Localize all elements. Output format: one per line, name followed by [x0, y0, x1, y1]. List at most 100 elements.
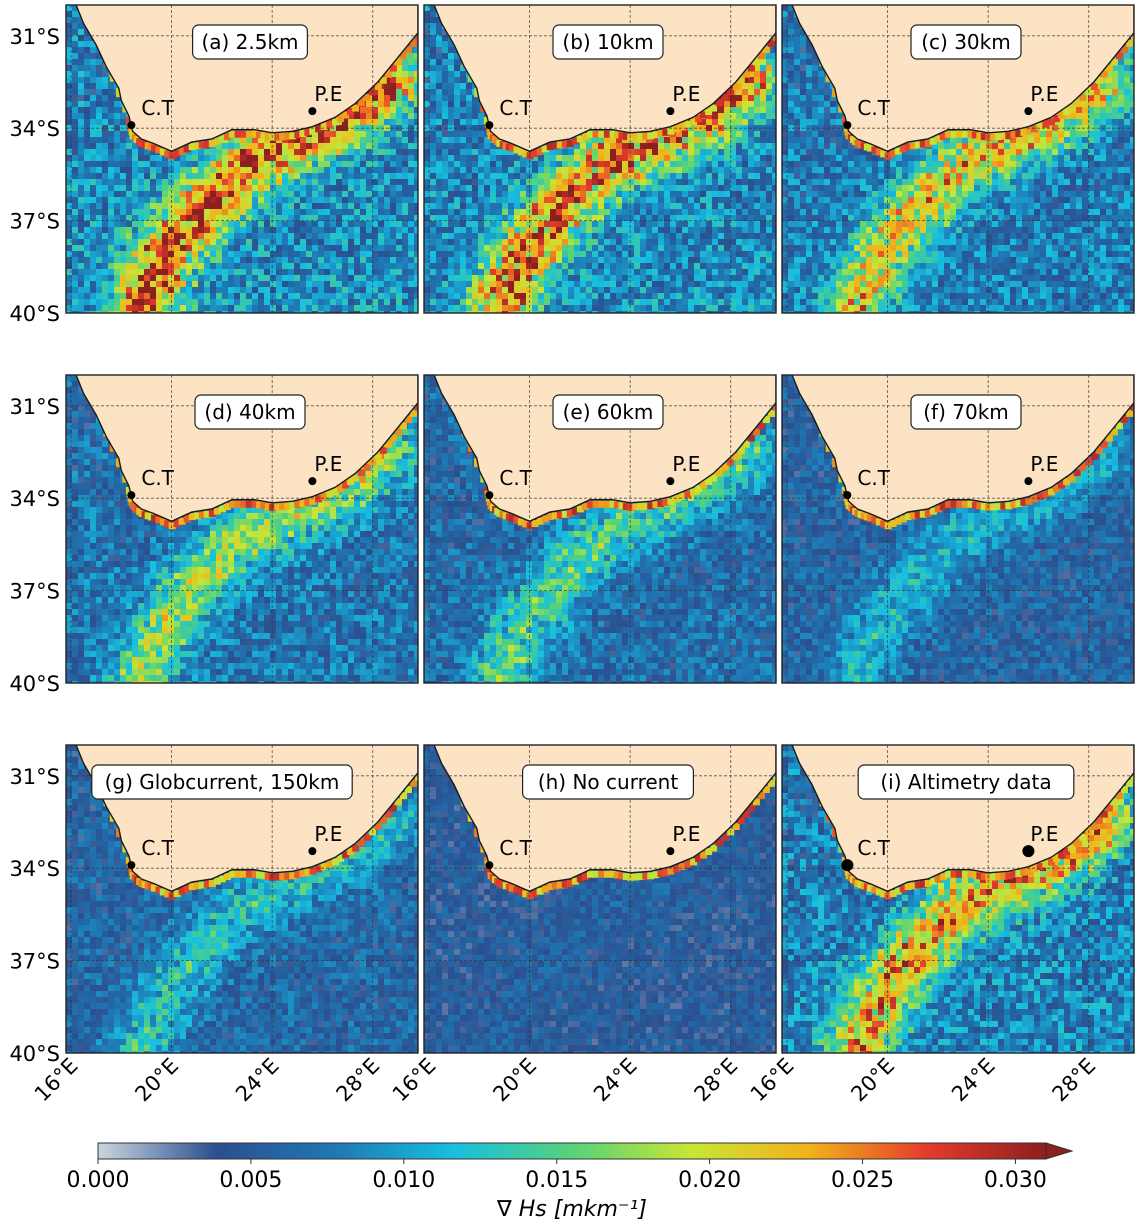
panel-label-box: [910, 394, 1022, 430]
latitude-tick-labels: 31°S 34°S 37°S 40°S 31°S 34°S 37°S 40°S 31°S 34°S…: [9, 25, 60, 1066]
city-marker: [127, 861, 136, 870]
coastal-gradient: [103, 752, 418, 900]
panel-frame: [65, 374, 419, 684]
city-marker: [1022, 845, 1035, 858]
lon-tick-label: 16°E: [388, 1054, 441, 1107]
coastline: [791, 375, 1134, 523]
colorbar-tick-label: 0.010: [372, 1168, 435, 1193]
colorbar-tick-label: 0.025: [831, 1168, 894, 1193]
city-marker: [308, 107, 317, 116]
city-label: P.E: [314, 822, 342, 846]
panel-label: (d) 40km: [204, 400, 295, 424]
panel-label: (b) 10km: [562, 30, 653, 54]
city-marker: [485, 121, 494, 130]
city-marker: [127, 491, 136, 500]
city-label: C.T: [499, 96, 532, 120]
panel-frame: [65, 744, 419, 1054]
map-panels: C.T P.E (a) 2.5km C.T P.E (b) 10km C.T P.E (c) 3…: [65, 4, 1135, 1054]
panel-frame: [423, 374, 777, 684]
city-label: C.T: [499, 836, 532, 860]
city-label: P.E: [314, 82, 342, 106]
coastline: [75, 375, 418, 523]
city-marker: [485, 861, 494, 870]
lat-tick-label: 34°S: [9, 857, 60, 881]
colorbar-extend-arrow: [1045, 1142, 1074, 1160]
coastline: [433, 375, 776, 523]
city-label: P.E: [314, 452, 342, 476]
panel-label-box: [910, 24, 1022, 60]
colorbar-tick-label: 0.020: [678, 1168, 741, 1193]
lat-tick-label: 34°S: [9, 487, 60, 511]
panel-label-box: [552, 24, 664, 60]
lon-tick-label: 28°E: [690, 1054, 743, 1107]
city-label: C.T: [857, 96, 890, 120]
coastline: [791, 5, 1134, 153]
panel-label: (f) 70km: [923, 400, 1009, 424]
city-label: C.T: [141, 96, 174, 120]
map-panel-e: C.T P.E (e) 60km: [423, 374, 777, 684]
city-label: P.E: [1030, 452, 1058, 476]
lon-tick-label: 16°E: [746, 1054, 799, 1107]
city-label: C.T: [141, 836, 174, 860]
map-panel-d: C.T P.E (d) 40km: [65, 374, 419, 684]
colorbar-tick-label: 0.030: [984, 1168, 1047, 1193]
map-panel-g: C.T P.E (g) Globcurrent, 150km: [65, 744, 419, 1054]
land: [76, 5, 418, 152]
map-panel-h: C.T P.E (h) No current: [423, 744, 777, 1054]
lon-tick-label: 28°E: [332, 1054, 385, 1107]
colorbar-tick-label: 0.000: [67, 1168, 130, 1193]
panel-frame: [781, 374, 1135, 684]
city-label: C.T: [857, 836, 890, 860]
colorbar-ticks: 0.000 0.005 0.010 0.015 0.020 0.025 0.030: [67, 1159, 1047, 1193]
coastline: [75, 745, 418, 893]
city-marker: [843, 491, 852, 500]
panel-label: (c) 30km: [921, 30, 1010, 54]
land: [792, 375, 1134, 522]
lon-tick-label: 28°E: [1048, 1054, 1101, 1107]
city-label: P.E: [672, 452, 700, 476]
city-label: C.T: [141, 466, 174, 490]
colorbar: 0.000 0.005 0.010 0.015 0.020 0.025 0.030 ∇ Hs…: [67, 1142, 1074, 1222]
colorbar-bar: [97, 1142, 1047, 1160]
coastline: [433, 745, 776, 893]
city-marker: [841, 859, 854, 872]
city-marker: [1024, 107, 1033, 116]
panel-label-box: [194, 394, 306, 430]
lat-tick-label: 31°S: [9, 395, 60, 419]
city-marker: [1024, 477, 1033, 486]
panel-label: (e) 60km: [563, 400, 654, 424]
panel-frame: [423, 4, 777, 314]
lat-tick-label: 40°S: [9, 302, 60, 326]
panel-frame: [781, 4, 1135, 314]
city-marker: [485, 491, 494, 500]
lat-tick-label: 34°S: [9, 117, 60, 141]
panel-frame: [423, 744, 777, 1054]
coastline: [433, 5, 776, 153]
map-panel-a: C.T P.E (a) 2.5km: [65, 4, 419, 314]
city-marker: [666, 847, 675, 856]
colorbar-label: ∇ Hs [mkm⁻¹]: [496, 1197, 647, 1222]
panel-label-box: [91, 764, 353, 800]
lon-tick-label: 24°E: [231, 1054, 284, 1107]
map-panel-i: C.T P.E (i) Altimetry data: [781, 744, 1135, 1054]
city-label: P.E: [1030, 82, 1058, 106]
panel-label-box: [191, 24, 309, 60]
land: [76, 375, 418, 522]
lon-tick-label: 20°E: [130, 1054, 183, 1107]
lat-tick-label: 37°S: [9, 580, 60, 604]
map-panel-c: C.T P.E (c) 30km: [781, 4, 1135, 314]
coastline: [791, 745, 1134, 893]
coastal-gradient: [819, 12, 1134, 160]
panel-label: (a) 2.5km: [201, 30, 298, 54]
lat-tick-label: 40°S: [9, 1042, 60, 1066]
panel-label: (h) No current: [538, 770, 679, 794]
map-panel-f: C.T P.E (f) 70km: [781, 374, 1135, 684]
lat-tick-label: 31°S: [9, 765, 60, 789]
city-marker: [308, 477, 317, 486]
panel-label-box: [521, 764, 695, 800]
city-marker: [308, 847, 317, 856]
longitude-tick-labels: 16°E 20°E 24°E 28°E 16°E 20°E 24°E 28°E 16°E 20°E…: [30, 1054, 1100, 1107]
panel-frame: [781, 744, 1135, 1054]
land: [434, 375, 776, 522]
